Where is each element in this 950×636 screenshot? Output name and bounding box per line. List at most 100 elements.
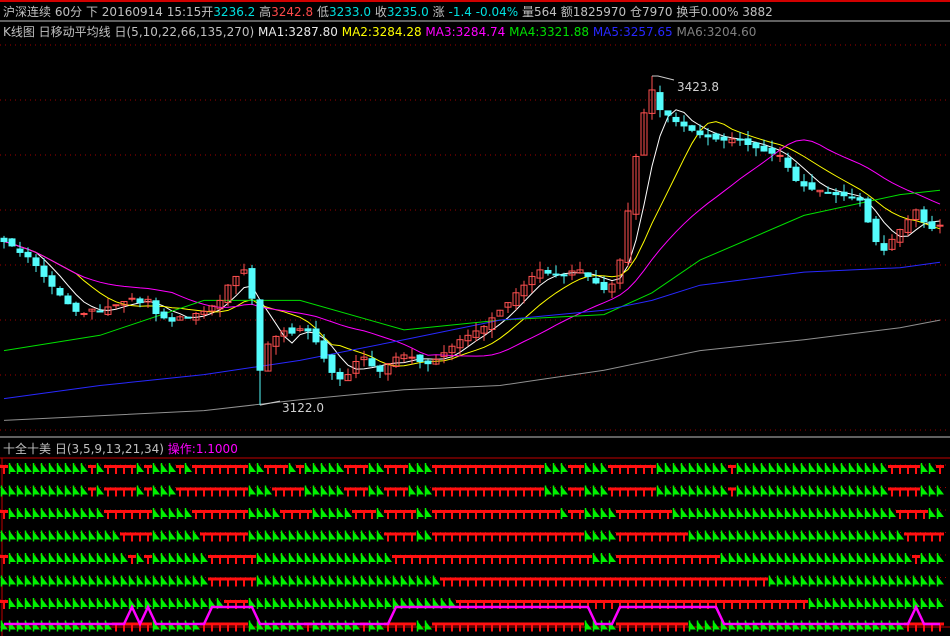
signal-green: [209, 598, 216, 607]
signal-green: [737, 508, 744, 517]
signal-red: [456, 465, 464, 474]
signal-red: [568, 600, 576, 609]
signal-green: [265, 485, 272, 495]
signal-red: [184, 487, 192, 497]
signal-green: [825, 508, 832, 517]
signal-green: [873, 485, 880, 495]
signal-red: [448, 532, 456, 542]
candle-down: [0, 237, 8, 243]
signal-green: [385, 598, 392, 607]
signal-green: [193, 598, 200, 607]
signal-red: [912, 465, 920, 474]
signal-green: [361, 598, 368, 607]
period[interactable]: 60分: [54, 5, 83, 19]
signal-red: [512, 487, 520, 497]
signal-red: [528, 532, 536, 542]
signal-green: [921, 575, 928, 585]
candle-up: [384, 363, 392, 375]
candle-up: [112, 304, 120, 307]
signal-green: [417, 575, 424, 585]
signal-red: [224, 510, 232, 519]
ma3-line: [3, 139, 941, 357]
candle-up: [408, 356, 416, 359]
signal-green: [425, 598, 432, 607]
signal-green: [113, 553, 120, 562]
ma-legend-title[interactable]: K线图 日移动平均线 日(5,10,22,66,135,270): [3, 25, 255, 39]
signal-green: [169, 485, 176, 495]
signal-red: [408, 510, 416, 519]
signal-red: [232, 487, 240, 497]
signal-green: [369, 575, 376, 585]
signal-green: [873, 530, 880, 540]
signal-green: [897, 598, 904, 607]
signal-red: [136, 532, 144, 542]
signal-red: [120, 510, 128, 519]
signal-red: [448, 555, 456, 564]
signal-green: [185, 508, 192, 517]
signal-green: [337, 463, 344, 472]
signal-green: [865, 598, 872, 607]
signal-red: [912, 622, 920, 632]
signal-green: [561, 463, 568, 472]
signal-red: [432, 510, 440, 519]
signal-green: [417, 485, 424, 495]
signal-green: [17, 553, 24, 562]
signal-green: [137, 598, 144, 607]
signal-green: [921, 598, 928, 607]
signal-red: [448, 510, 456, 519]
candle-up: [536, 269, 544, 279]
candle-down: [688, 125, 696, 131]
signal-green: [857, 463, 864, 472]
signal-red: [488, 510, 496, 519]
signal-green: [905, 553, 912, 562]
candle-up: [936, 224, 944, 227]
candle-down: [368, 358, 376, 367]
signal-green: [49, 508, 56, 517]
signal-red: [448, 465, 456, 474]
signal-green: [81, 553, 88, 562]
ma5-line: [3, 261, 941, 400]
signal-red: [464, 487, 472, 497]
candle-up: [528, 275, 536, 286]
signal-green: [369, 553, 376, 562]
signal-red: [640, 622, 648, 632]
indicator-title[interactable]: 十全十美 日(3,5,9,13,21,34): [3, 442, 164, 456]
signal-green: [585, 463, 592, 472]
signal-green: [73, 553, 80, 562]
signal-red: [568, 555, 576, 564]
signal-green: [369, 463, 376, 472]
signal-red: [488, 555, 496, 564]
signal-green: [881, 463, 888, 472]
signal-red: [128, 532, 136, 542]
signal-red: [664, 622, 672, 632]
signal-red: [456, 555, 464, 564]
signal-red: [672, 600, 680, 609]
signal-green: [377, 530, 384, 540]
signal-green: [689, 485, 696, 495]
signal-green: [169, 463, 176, 472]
signal-green: [33, 575, 40, 585]
signal-red: [224, 487, 232, 497]
signal-green: [321, 485, 328, 495]
signal-green: [329, 485, 336, 495]
signal-green: [17, 463, 24, 472]
signal-green: [153, 508, 160, 517]
signal-red: [496, 465, 504, 474]
signal-red: [528, 510, 536, 519]
signal-green: [185, 463, 192, 472]
signal-green: [289, 553, 296, 562]
low-value: 3233.0: [328, 5, 371, 19]
signal-green: [73, 485, 80, 495]
signal-green: [97, 575, 104, 585]
signal-green: [713, 620, 720, 630]
signal-green: [257, 553, 264, 562]
signal-green: [337, 598, 344, 607]
high-label: 高: [259, 5, 272, 19]
signal-green: [201, 553, 208, 562]
signal-green: [105, 530, 112, 540]
signal-green: [593, 485, 600, 495]
signal-red: [464, 510, 472, 519]
signal-green: [57, 575, 64, 585]
signal-green: [41, 575, 48, 585]
